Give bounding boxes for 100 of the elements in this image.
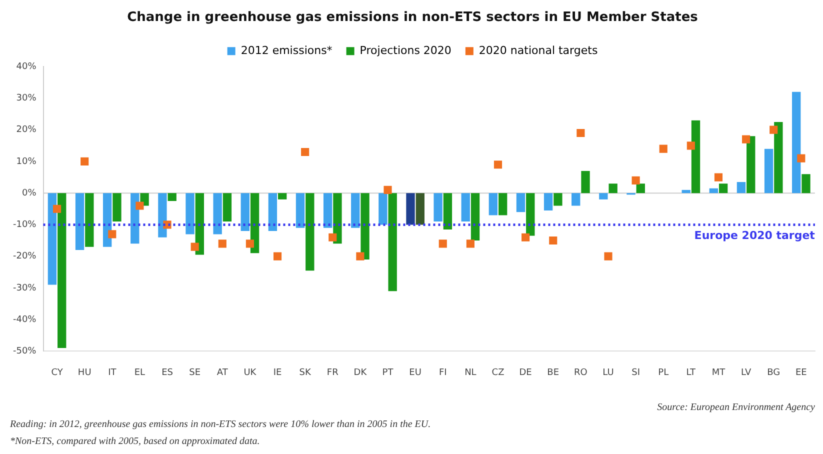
y-tick-label: -40% (12, 314, 37, 325)
point (52, 204, 62, 213)
text: Reading: in 2012, greenhouse gas emissions in non-ETS sectors were 10% lower than in 2005 in the EU. (9, 419, 431, 430)
bar (554, 193, 562, 206)
bar (736, 182, 746, 194)
x-tick-label: FI (438, 368, 447, 378)
y-tick-label: 10% (16, 156, 37, 167)
x-tick-label: SI (632, 368, 640, 378)
point (576, 128, 585, 138)
point (742, 135, 750, 144)
bar (222, 193, 232, 222)
bar (682, 190, 690, 194)
point (494, 160, 502, 169)
bar (526, 193, 535, 236)
point (632, 176, 640, 184)
bar (636, 184, 645, 194)
bar (278, 193, 287, 200)
bar (516, 193, 526, 212)
point (108, 230, 116, 238)
x-tick-label: AT (216, 368, 228, 378)
bar (48, 193, 57, 285)
bar (498, 193, 508, 216)
point (218, 240, 226, 248)
bar (608, 184, 618, 194)
x-tick-label: DK (354, 368, 368, 378)
x-tick-label: RO (574, 368, 588, 378)
x-tick-label: EU (409, 368, 422, 378)
bar (213, 193, 222, 234)
x-tick-label: CY (51, 368, 64, 378)
bar (112, 193, 122, 222)
x-tick-label: PL (658, 368, 669, 378)
bar (488, 193, 498, 216)
ref-line-label: Europe 2020 target (694, 229, 815, 242)
legend-label: 2012 emissions* (240, 44, 333, 57)
y-tick-label: 40% (16, 62, 37, 72)
x-tick-label: SK (299, 368, 312, 378)
point (136, 202, 144, 210)
y-tick-label: -10% (12, 220, 37, 230)
x-tick-label: EL (134, 368, 146, 378)
text: *Non-ETS, compared with 2005, based on approximated data. (10, 436, 260, 447)
bar (306, 193, 314, 271)
x-tick-label: UK (244, 368, 258, 378)
bar (351, 193, 360, 228)
bar (544, 193, 553, 210)
bar (572, 193, 580, 206)
bar (691, 120, 700, 194)
point (246, 240, 254, 248)
bar (416, 193, 424, 225)
y-tick-label: 20% (16, 125, 37, 136)
point (714, 173, 723, 182)
y-tick-label: -30% (12, 283, 37, 294)
x-tick-label: MT (712, 368, 726, 378)
point (770, 126, 778, 134)
bar (195, 193, 204, 255)
bar (296, 193, 305, 228)
point (301, 148, 310, 156)
bar (85, 193, 94, 247)
x-tick-label: PT (382, 368, 394, 378)
bar (802, 174, 810, 194)
x-tick-label: NL (464, 368, 476, 378)
point (273, 252, 282, 260)
chart-title: Change in greenhouse gas emissions in non-ETS sectors in EU Member States (127, 10, 698, 26)
x-tick-label: DE (519, 368, 532, 378)
y-tick-label: 0% (22, 188, 37, 198)
x-tick-label: LV (740, 368, 752, 378)
point (522, 233, 530, 242)
bar (388, 193, 397, 292)
x-tick-label: LT (686, 368, 696, 378)
bar (746, 136, 756, 194)
point (549, 236, 558, 245)
point (190, 242, 199, 251)
x-tick-label: SE (189, 368, 201, 378)
bar (581, 170, 590, 194)
x-tick-label: IE (273, 368, 282, 378)
bar (406, 193, 415, 225)
x-tick-label: ES (162, 368, 174, 378)
bar (709, 188, 718, 194)
bar (470, 193, 480, 241)
x-tick-label: BG (767, 368, 780, 378)
point (466, 240, 474, 248)
bar (443, 193, 452, 230)
point (686, 142, 695, 150)
bar (168, 193, 176, 201)
bar (102, 193, 112, 247)
legend-label: Projections 2020 (360, 44, 452, 57)
bar (764, 148, 774, 194)
bar (158, 193, 167, 238)
point (356, 252, 364, 260)
bar (240, 193, 250, 232)
bar (250, 193, 260, 254)
bar (130, 193, 140, 244)
source-note: Source: European Environment Agency (657, 402, 816, 413)
point (80, 157, 89, 166)
x-tick-label: BE (547, 368, 560, 378)
point (604, 252, 612, 260)
x-tick-label: IT (108, 368, 117, 378)
point (328, 233, 337, 242)
bar (323, 193, 332, 228)
point (384, 186, 392, 194)
bar (75, 193, 84, 250)
